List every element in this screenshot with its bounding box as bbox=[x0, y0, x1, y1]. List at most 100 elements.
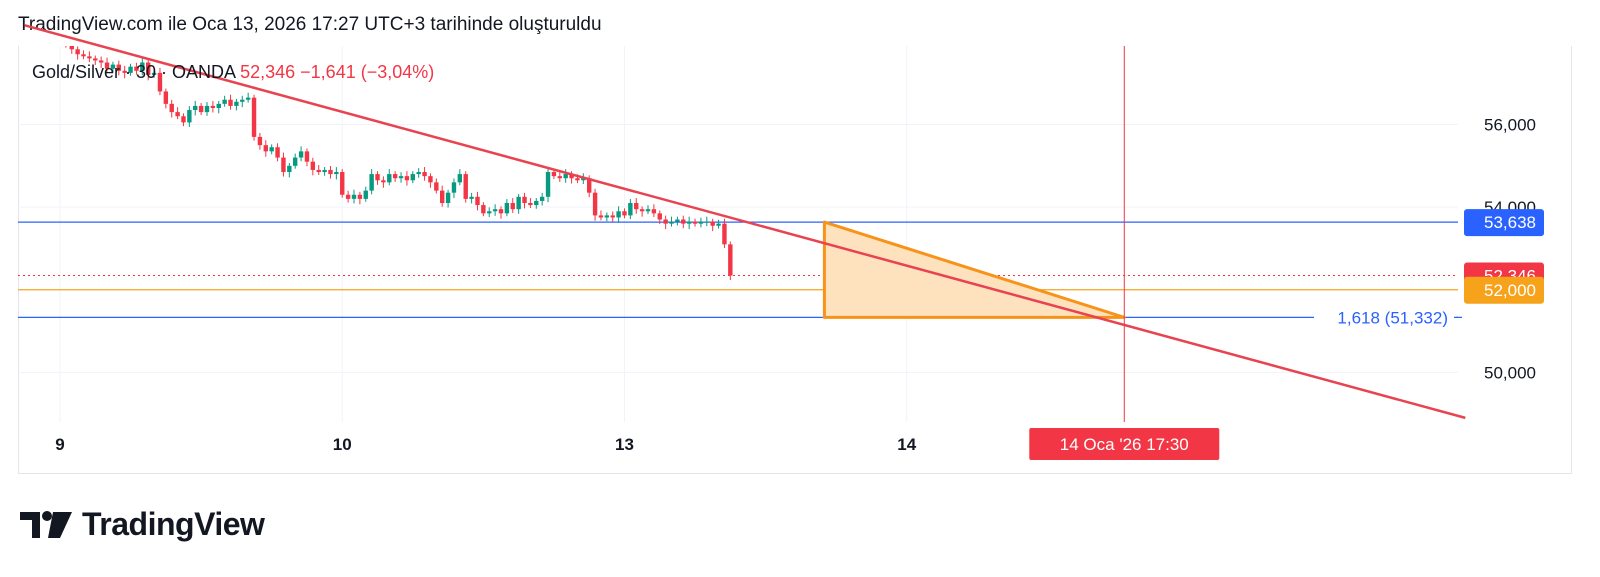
candle-body bbox=[351, 194, 357, 199]
candle-body bbox=[334, 172, 339, 175]
candle-body bbox=[375, 174, 380, 181]
x-tick-label: 14 bbox=[897, 435, 916, 454]
candle-body bbox=[522, 196, 527, 204]
price-axis-badge bbox=[1464, 209, 1544, 237]
candle-body bbox=[275, 147, 280, 158]
candle-body bbox=[387, 174, 392, 183]
fib-label-bg bbox=[1314, 305, 1454, 330]
candle-body bbox=[692, 221, 698, 224]
candle-body bbox=[104, 62, 110, 69]
symbol-title: Gold/Silver · 30 · OANDA bbox=[32, 62, 236, 82]
candle-body bbox=[381, 180, 386, 183]
candle-body bbox=[469, 196, 474, 199]
candle-body bbox=[416, 172, 421, 175]
candle-body bbox=[592, 192, 598, 216]
candle-body bbox=[169, 103, 174, 113]
price-axis-badge bbox=[1464, 276, 1544, 304]
candle-body bbox=[587, 178, 592, 193]
candle-body bbox=[681, 219, 686, 224]
chart-snapshot-caption: TradingView.com ile Oca 13, 2026 17:27 U… bbox=[18, 14, 602, 35]
candle-body bbox=[492, 209, 498, 212]
candle-body bbox=[87, 56, 92, 59]
candle-body bbox=[710, 221, 715, 226]
candle-body bbox=[269, 147, 274, 152]
candle-body bbox=[93, 58, 98, 61]
candle-body bbox=[504, 203, 510, 214]
candle-body bbox=[228, 99, 233, 106]
candle-body bbox=[210, 105, 216, 108]
candle-body bbox=[528, 203, 533, 206]
candle-body bbox=[657, 213, 662, 220]
candle-body bbox=[545, 172, 551, 197]
candle-body bbox=[163, 91, 169, 104]
candle-body bbox=[345, 194, 351, 199]
candle-body bbox=[569, 174, 574, 179]
y-tick-label: 56,000 bbox=[1484, 116, 1536, 135]
candle-body bbox=[645, 209, 651, 212]
candle-body bbox=[134, 66, 139, 71]
last-price: 52,346 bbox=[240, 62, 296, 82]
crosshair-time-badge bbox=[1029, 428, 1220, 460]
candle-body bbox=[75, 49, 80, 55]
candle-body bbox=[81, 54, 86, 57]
candle-body bbox=[357, 194, 363, 199]
candle-body bbox=[369, 174, 374, 191]
candle-body bbox=[557, 176, 562, 179]
candle-body bbox=[516, 196, 521, 210]
candle-body bbox=[222, 99, 227, 104]
candle-body bbox=[663, 219, 668, 224]
candle-body bbox=[675, 219, 680, 222]
candle-body bbox=[122, 70, 127, 73]
candle-body bbox=[116, 64, 121, 71]
candle-body bbox=[181, 116, 186, 123]
candle-body bbox=[157, 72, 163, 92]
candle-body bbox=[581, 178, 586, 181]
tradingview-wordmark: TradingView bbox=[82, 506, 265, 542]
candle-body bbox=[463, 174, 468, 199]
candle-body bbox=[204, 105, 210, 113]
tradingview-logo[interactable]: TradingView bbox=[20, 506, 265, 543]
candle-body bbox=[398, 176, 404, 179]
symbol-legend[interactable]: Gold/Silver · 30 · OANDA 52,346 −1,641 (… bbox=[32, 62, 434, 83]
candle-body bbox=[98, 60, 104, 63]
candle-body bbox=[198, 105, 204, 113]
candle-body bbox=[245, 97, 251, 100]
candle-body bbox=[428, 176, 433, 183]
candle-body bbox=[716, 223, 721, 226]
candle-body bbox=[440, 190, 445, 204]
candle-body bbox=[392, 174, 398, 179]
fib-extension-label: 1,618 (51,332) bbox=[1337, 308, 1448, 327]
candle-body bbox=[340, 172, 345, 195]
candle-body bbox=[704, 221, 709, 223]
candle-body bbox=[457, 174, 463, 183]
candle-body bbox=[257, 136, 263, 146]
candles-group bbox=[58, 29, 733, 281]
candle-body bbox=[404, 176, 410, 181]
triangle-pattern bbox=[822, 220, 1126, 319]
candle-body bbox=[58, 29, 62, 34]
candle-body bbox=[481, 205, 486, 214]
candle-body bbox=[251, 97, 257, 137]
candle-body bbox=[498, 209, 504, 214]
candle-body bbox=[110, 64, 116, 69]
candle-body bbox=[363, 190, 368, 199]
candle-body bbox=[234, 101, 239, 106]
candle-body bbox=[310, 161, 316, 170]
candle-body bbox=[322, 169, 327, 173]
candle-body bbox=[293, 157, 298, 166]
y-tick-label: 50,000 bbox=[1484, 363, 1536, 382]
candle-body bbox=[146, 62, 151, 75]
candle-body bbox=[445, 192, 451, 204]
candle-body bbox=[422, 172, 427, 177]
price-axis-badge-label: 52,000 bbox=[1484, 281, 1536, 300]
candle-body bbox=[128, 66, 133, 73]
price-axis-badge-label: 53,638 bbox=[1484, 213, 1536, 232]
candle-body bbox=[281, 157, 286, 173]
candle-body bbox=[287, 165, 292, 173]
candle-body bbox=[487, 211, 492, 214]
candle-body bbox=[639, 209, 645, 212]
x-tick-label: 10 bbox=[333, 435, 352, 454]
candle-body bbox=[622, 211, 627, 216]
candle-body bbox=[263, 145, 268, 152]
